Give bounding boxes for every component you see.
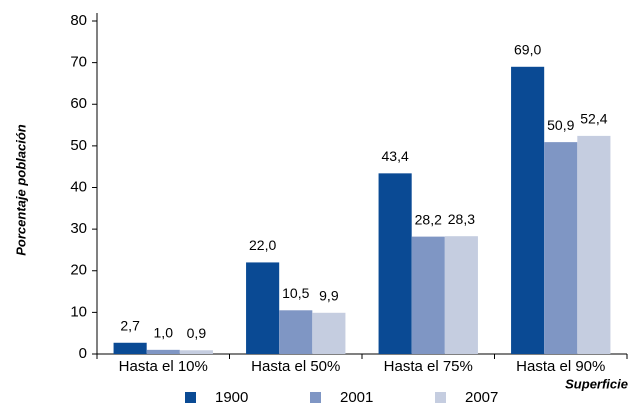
value-label: 43,4 — [382, 148, 409, 164]
x-axis-title: Superficie — [565, 376, 628, 391]
value-label: 28,2 — [415, 211, 442, 227]
y-tick-label: 0 — [79, 345, 87, 362]
bar — [378, 173, 412, 354]
value-label: 52,4 — [580, 111, 607, 127]
legend-swatch — [185, 392, 196, 403]
y-tick-label: 70 — [70, 54, 87, 71]
y-tick-label: 30 — [70, 220, 87, 237]
value-label: 2,7 — [120, 317, 140, 333]
value-label: 28,3 — [448, 211, 475, 227]
bar — [279, 310, 313, 354]
bar — [411, 236, 445, 354]
legend-swatch — [310, 392, 321, 403]
bar — [577, 135, 611, 354]
bar — [146, 349, 180, 354]
y-tick-label: 60 — [70, 95, 87, 112]
value-label: 0,9 — [187, 325, 207, 341]
value-label: 10,5 — [282, 285, 309, 301]
value-label: 69,0 — [514, 41, 541, 57]
x-tick-label: Hasta el 75% — [384, 358, 473, 375]
bar — [444, 236, 478, 354]
value-label: 1,0 — [154, 325, 174, 341]
bar — [113, 342, 147, 354]
value-label: 9,9 — [319, 287, 339, 303]
bar — [312, 312, 346, 354]
bar — [246, 262, 280, 354]
x-tick-label: Hasta el 90% — [516, 358, 605, 375]
bar — [544, 142, 578, 354]
y-tick-label: 20 — [70, 262, 87, 279]
value-label: 50,9 — [547, 117, 574, 133]
legend-swatch — [435, 392, 446, 403]
legend-label: 2007 — [465, 389, 498, 405]
y-tick-label: 10 — [70, 303, 87, 320]
y-tick-label: 80 — [70, 12, 87, 29]
y-tick-label: 50 — [70, 137, 87, 154]
legend-label: 1900 — [215, 389, 248, 405]
value-label: 22,0 — [249, 237, 276, 253]
legend-label: 2001 — [340, 389, 373, 405]
x-tick-label: Hasta el 10% — [119, 358, 208, 375]
bar — [511, 66, 545, 354]
bar — [179, 350, 213, 354]
y-tick-label: 40 — [70, 178, 87, 195]
y-axis-title: Porcentaje población — [13, 124, 28, 256]
x-tick-label: Hasta el 50% — [251, 358, 340, 375]
